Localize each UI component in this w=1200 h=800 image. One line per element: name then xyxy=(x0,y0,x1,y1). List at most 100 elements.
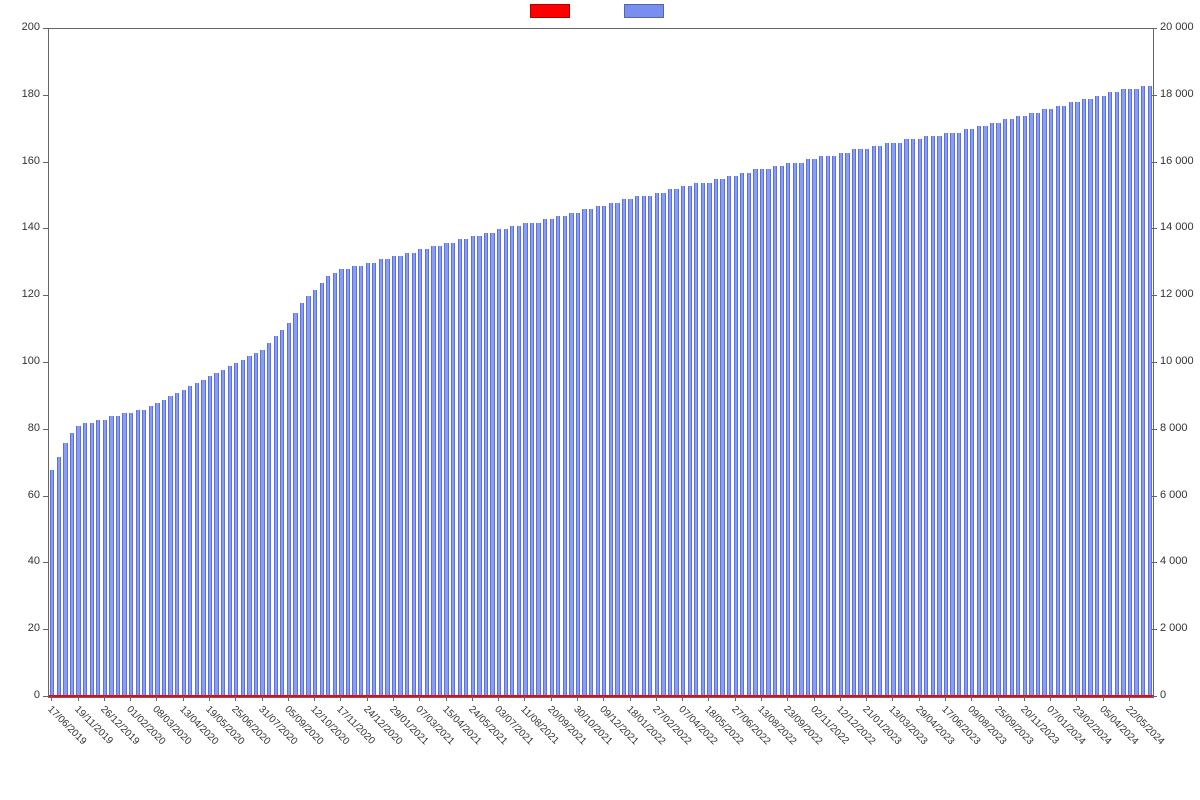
y-left-tick xyxy=(43,696,48,697)
x-tick xyxy=(866,696,867,701)
bar xyxy=(983,126,987,697)
bar xyxy=(780,166,784,697)
bar xyxy=(1128,89,1132,697)
bar xyxy=(182,390,186,697)
bar xyxy=(313,290,317,697)
bar xyxy=(1056,106,1060,697)
y-right-tick-label: 6 000 xyxy=(1160,489,1188,501)
x-tick xyxy=(472,696,473,701)
x-tick xyxy=(288,696,289,701)
bar xyxy=(970,129,974,697)
bar xyxy=(852,149,856,697)
plot-area xyxy=(48,28,1154,698)
bar xyxy=(964,129,968,697)
x-tick xyxy=(130,696,131,701)
y-left-tick xyxy=(43,629,48,630)
x-tick xyxy=(314,696,315,701)
bar xyxy=(543,219,547,697)
bar xyxy=(701,183,705,697)
bar xyxy=(609,203,613,697)
bar xyxy=(615,203,619,697)
y-left-tick-label: 40 xyxy=(0,555,40,567)
bar xyxy=(668,189,672,697)
bar xyxy=(714,179,718,697)
bar xyxy=(536,223,540,697)
y-right-tick xyxy=(1152,362,1157,363)
y-right-tick xyxy=(1152,429,1157,430)
y-right-tick-label: 20 000 xyxy=(1160,21,1194,33)
bar xyxy=(924,136,928,697)
bar xyxy=(878,146,882,697)
bar xyxy=(1108,92,1112,697)
bar xyxy=(1010,119,1014,697)
bar xyxy=(806,159,810,697)
bar xyxy=(1121,89,1125,697)
bar xyxy=(727,176,731,697)
bar xyxy=(412,253,416,697)
bar xyxy=(293,313,297,697)
bar xyxy=(438,246,442,697)
bar xyxy=(819,156,823,697)
bar xyxy=(826,156,830,697)
y-left-tick-label: 60 xyxy=(0,489,40,501)
bar xyxy=(753,169,757,697)
bar xyxy=(234,363,238,697)
y-left-tick xyxy=(43,95,48,96)
bar xyxy=(418,249,422,697)
x-tick xyxy=(235,696,236,701)
bar xyxy=(287,323,291,697)
bar xyxy=(175,393,179,697)
y-left-tick xyxy=(43,562,48,563)
bar xyxy=(326,276,330,697)
bar xyxy=(96,420,100,697)
bar xyxy=(195,383,199,697)
bar xyxy=(214,373,218,697)
bar xyxy=(1141,86,1145,697)
bar xyxy=(149,406,153,697)
legend xyxy=(0,4,1200,18)
y-left-tick xyxy=(43,496,48,497)
bar xyxy=(845,153,849,697)
bar xyxy=(1069,102,1073,697)
bar xyxy=(431,246,435,697)
y-right-tick xyxy=(1152,496,1157,497)
bar xyxy=(950,133,954,697)
bar xyxy=(944,133,948,697)
bar xyxy=(622,199,626,697)
bar xyxy=(1003,119,1007,697)
bar xyxy=(911,139,915,697)
bar xyxy=(1036,113,1040,698)
bar xyxy=(550,219,554,697)
bar xyxy=(366,263,370,697)
bar xyxy=(517,226,521,697)
y-left-tick xyxy=(43,295,48,296)
bar xyxy=(596,206,600,697)
bar xyxy=(385,259,389,697)
bar xyxy=(642,196,646,697)
x-tick xyxy=(1076,696,1077,701)
bar xyxy=(747,173,751,697)
x-tick xyxy=(446,696,447,701)
bar xyxy=(464,239,468,697)
bar xyxy=(155,403,159,697)
bar xyxy=(740,173,744,697)
bar xyxy=(1016,116,1020,697)
bar xyxy=(786,163,790,697)
bar xyxy=(793,163,797,697)
bar xyxy=(333,273,337,697)
bar xyxy=(674,189,678,697)
x-tick xyxy=(840,696,841,701)
bar xyxy=(931,136,935,697)
bar xyxy=(812,159,816,697)
bar xyxy=(471,236,475,697)
bar xyxy=(339,269,343,697)
bar xyxy=(221,370,225,697)
bar xyxy=(556,216,560,697)
bar xyxy=(352,266,356,697)
y-right-tick-label: 16 000 xyxy=(1160,155,1194,167)
bar xyxy=(865,149,869,697)
x-tick xyxy=(1103,696,1104,701)
bar xyxy=(372,263,376,697)
x-tick xyxy=(551,696,552,701)
bar xyxy=(346,269,350,697)
